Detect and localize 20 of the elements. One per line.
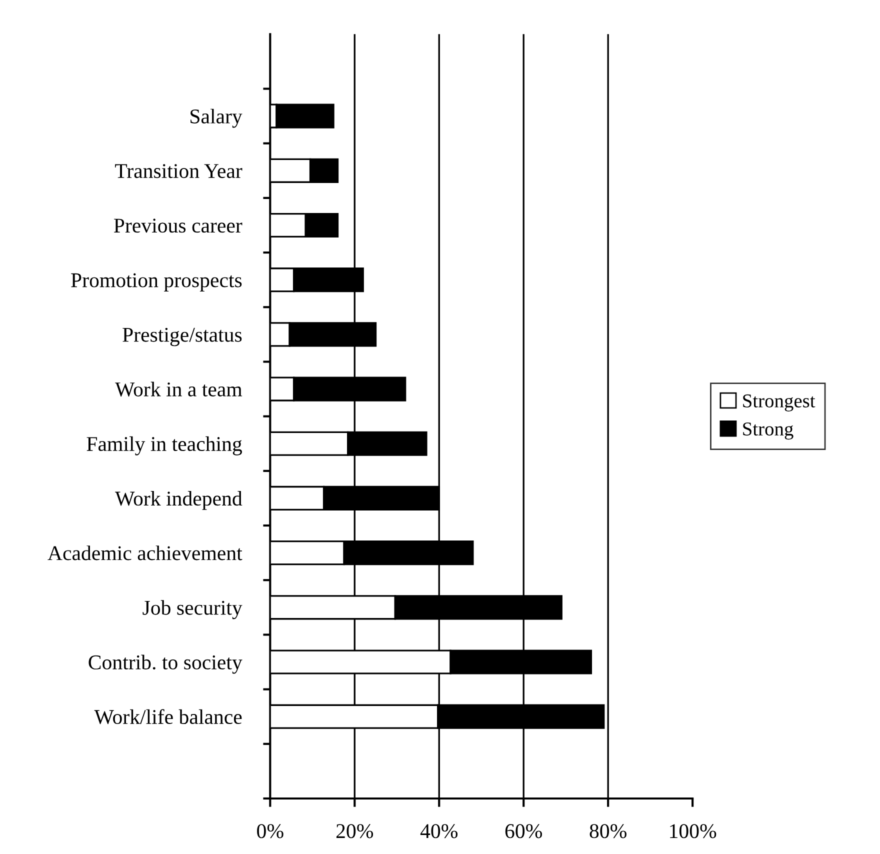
x-tick-label: 100% <box>670 824 716 838</box>
legend-label: Strongest <box>743 394 816 412</box>
legend-label: Strong <box>743 422 794 440</box>
y-tick-label: Academic achievement <box>48 546 242 560</box>
y-tick-label: Work in a team <box>115 382 242 397</box>
y-tick-label: Previous career <box>114 218 242 233</box>
y-tick-label: Contrib. to society <box>88 654 242 674</box>
x-tick-label: 0% <box>257 824 284 838</box>
y-tick-label: Work independ <box>115 490 242 510</box>
y-tick-label: Salary <box>190 108 242 128</box>
x-tick-label: 80% <box>590 824 626 838</box>
y-tick-label: Job security <box>142 600 242 620</box>
y-tick-label: Transition Year <box>115 164 242 178</box>
y-tick-label: Family in teaching <box>86 436 242 456</box>
x-tick-label: 40% <box>420 824 458 838</box>
y-tick-label: Prestige/status <box>122 328 242 346</box>
x-tick-label: 20% <box>336 824 374 838</box>
y-tick-label: Work/life balance <box>94 709 242 724</box>
y-tick-label: Promotion prospects <box>71 273 242 292</box>
x-tick-label: 60% <box>505 824 542 838</box>
